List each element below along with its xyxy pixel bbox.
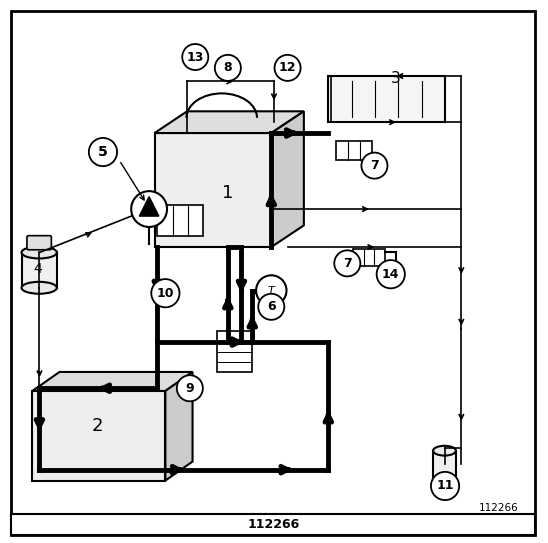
- Polygon shape: [165, 372, 192, 481]
- Circle shape: [376, 260, 405, 288]
- Circle shape: [258, 294, 284, 320]
- FancyBboxPatch shape: [10, 11, 535, 535]
- Circle shape: [431, 472, 459, 500]
- Ellipse shape: [433, 446, 456, 456]
- FancyBboxPatch shape: [336, 141, 372, 160]
- Circle shape: [362, 153, 387, 179]
- Text: 112266: 112266: [478, 503, 518, 513]
- Circle shape: [334, 250, 361, 276]
- Polygon shape: [155, 133, 271, 247]
- Polygon shape: [155, 111, 304, 133]
- FancyBboxPatch shape: [433, 451, 456, 486]
- Text: 10: 10: [157, 287, 174, 300]
- Text: 9: 9: [186, 382, 194, 395]
- Text: 2: 2: [92, 417, 103, 435]
- Circle shape: [256, 275, 287, 306]
- Circle shape: [275, 55, 301, 81]
- FancyBboxPatch shape: [10, 514, 535, 535]
- FancyBboxPatch shape: [217, 331, 252, 372]
- Text: 5: 5: [98, 145, 108, 159]
- Text: 3: 3: [391, 71, 401, 86]
- Circle shape: [151, 279, 180, 307]
- Text: 1: 1: [222, 184, 233, 202]
- Text: 14: 14: [382, 268, 399, 281]
- Text: 8: 8: [224, 61, 232, 74]
- Polygon shape: [32, 391, 165, 481]
- Text: 12: 12: [279, 61, 296, 74]
- FancyBboxPatch shape: [21, 252, 57, 288]
- FancyBboxPatch shape: [157, 205, 203, 236]
- Polygon shape: [32, 372, 192, 391]
- Circle shape: [182, 44, 208, 70]
- Text: 6: 6: [267, 300, 276, 313]
- Text: 5: 5: [99, 145, 107, 159]
- Text: 112266: 112266: [248, 518, 300, 531]
- Polygon shape: [271, 111, 304, 247]
- Ellipse shape: [21, 282, 57, 294]
- Ellipse shape: [21, 247, 57, 258]
- FancyBboxPatch shape: [27, 236, 52, 250]
- Text: 4: 4: [33, 262, 42, 276]
- FancyBboxPatch shape: [353, 249, 385, 266]
- Polygon shape: [139, 197, 159, 216]
- Circle shape: [177, 375, 203, 401]
- Text: 13: 13: [186, 50, 204, 64]
- Ellipse shape: [433, 481, 456, 491]
- Circle shape: [215, 55, 241, 81]
- FancyBboxPatch shape: [328, 76, 445, 122]
- Text: 7: 7: [370, 159, 379, 172]
- Circle shape: [89, 138, 117, 166]
- Text: T: T: [268, 286, 275, 295]
- Circle shape: [131, 191, 167, 227]
- Text: 11: 11: [436, 479, 454, 493]
- Text: 7: 7: [343, 257, 352, 270]
